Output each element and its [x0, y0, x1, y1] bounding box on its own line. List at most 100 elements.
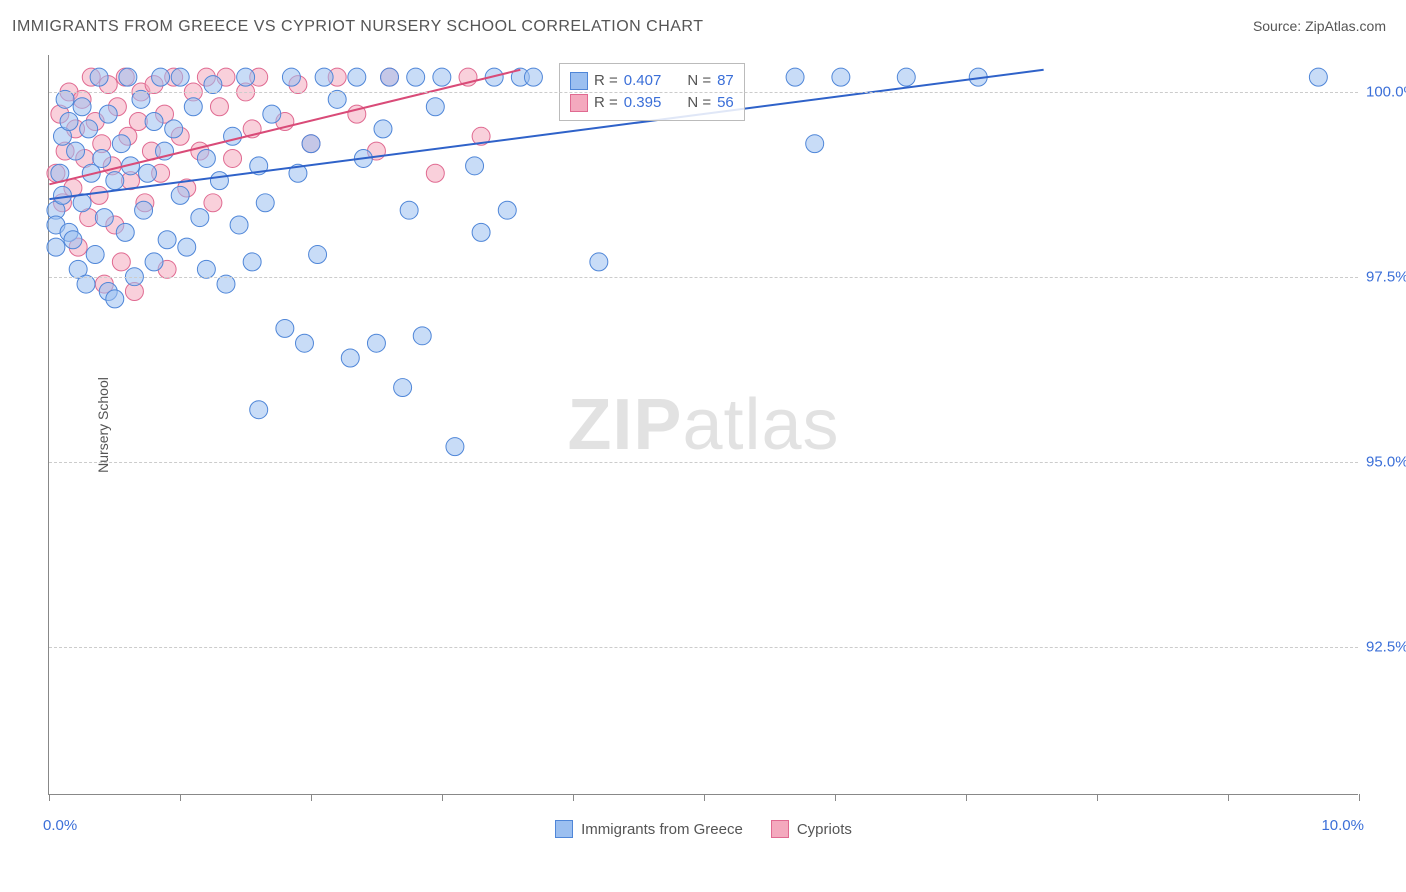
point-greece	[472, 223, 490, 241]
point-cypriot	[90, 186, 108, 204]
x-tick	[180, 794, 181, 801]
point-greece	[139, 164, 157, 182]
x-axis-min-label: 0.0%	[43, 817, 77, 834]
point-greece	[80, 120, 98, 138]
bottom-legend-item: Immigrants from Greece	[555, 820, 743, 838]
point-greece	[282, 68, 300, 86]
x-tick	[573, 794, 574, 801]
point-cypriot	[112, 253, 130, 271]
legend-swatch	[570, 94, 588, 112]
point-cypriot	[204, 194, 222, 212]
gridline	[49, 277, 1358, 278]
point-greece	[171, 186, 189, 204]
point-greece	[158, 231, 176, 249]
point-greece	[276, 319, 294, 337]
point-greece	[152, 68, 170, 86]
point-greece	[112, 135, 130, 153]
gridline	[49, 462, 1358, 463]
point-greece	[73, 98, 91, 116]
legend-r-value: 0.407	[624, 70, 662, 92]
point-greece	[165, 120, 183, 138]
legend-n-label: N =	[687, 70, 711, 92]
point-greece	[309, 246, 327, 264]
point-greece	[250, 401, 268, 419]
point-greece	[197, 149, 215, 167]
legend-swatch	[570, 72, 588, 90]
point-greece	[786, 68, 804, 86]
point-greece	[224, 127, 242, 145]
point-greece	[524, 68, 542, 86]
legend-r-value: 0.395	[624, 92, 662, 114]
bottom-legend-item: Cypriots	[771, 820, 852, 838]
point-greece	[243, 253, 261, 271]
point-greece	[832, 68, 850, 86]
point-greece	[381, 68, 399, 86]
legend-n-value: 87	[717, 70, 734, 92]
x-tick	[966, 794, 967, 801]
point-greece	[426, 98, 444, 116]
point-greece	[230, 216, 248, 234]
y-tick-label: 95.0%	[1366, 454, 1406, 471]
legend-series-label: Cypriots	[797, 821, 852, 838]
x-tick	[442, 794, 443, 801]
x-tick	[1359, 794, 1360, 801]
x-tick	[1097, 794, 1098, 801]
point-greece	[119, 68, 137, 86]
stats-legend-row: R = 0.407 N = 87	[570, 70, 734, 92]
point-greece	[60, 113, 78, 131]
point-greece	[302, 135, 320, 153]
point-greece	[394, 379, 412, 397]
point-greece	[64, 231, 82, 249]
point-greece	[348, 68, 366, 86]
point-greece	[315, 68, 333, 86]
point-greece	[806, 135, 824, 153]
point-greece	[106, 290, 124, 308]
x-tick	[704, 794, 705, 801]
point-greece	[210, 172, 228, 190]
legend-series-label: Immigrants from Greece	[581, 821, 743, 838]
x-tick	[1228, 794, 1229, 801]
point-greece	[99, 105, 117, 123]
point-greece	[1309, 68, 1327, 86]
legend-r-label: R =	[594, 70, 618, 92]
point-greece	[95, 209, 113, 227]
legend-swatch	[771, 820, 789, 838]
point-greece	[204, 76, 222, 94]
point-greece	[433, 68, 451, 86]
point-greece	[400, 201, 418, 219]
point-cypriot	[210, 98, 228, 116]
legend-r-label: R =	[594, 92, 618, 114]
point-greece	[56, 90, 74, 108]
point-greece	[67, 142, 85, 160]
gridline	[49, 92, 1358, 93]
point-greece	[90, 68, 108, 86]
point-greece	[446, 438, 464, 456]
x-axis-max-label: 10.0%	[1321, 817, 1364, 834]
stats-legend-row: R = 0.395 N = 56	[570, 92, 734, 114]
point-greece	[407, 68, 425, 86]
point-greece	[256, 194, 274, 212]
point-greece	[498, 201, 516, 219]
point-greece	[413, 327, 431, 345]
point-greece	[374, 120, 392, 138]
trendline-cypriot	[49, 70, 520, 185]
gridline	[49, 647, 1358, 648]
x-tick	[835, 794, 836, 801]
point-greece	[53, 186, 71, 204]
point-greece	[590, 253, 608, 271]
point-greece	[145, 253, 163, 271]
svg-layer	[49, 55, 1358, 794]
source-label: Source: ZipAtlas.com	[1253, 18, 1386, 34]
legend-n-label: N =	[687, 92, 711, 114]
plot-area: Nursery School ZIPatlas R =0.407N =87R =…	[48, 55, 1358, 795]
y-tick-label: 97.5%	[1366, 269, 1406, 286]
point-cypriot	[426, 164, 444, 182]
bottom-legend: Immigrants from Greece Cypriots	[49, 820, 1358, 838]
chart-title: IMMIGRANTS FROM GREECE VS CYPRIOT NURSER…	[12, 18, 703, 36]
point-greece	[93, 149, 111, 167]
legend-n-value: 56	[717, 92, 734, 114]
point-greece	[184, 98, 202, 116]
x-tick	[49, 794, 50, 801]
point-greece	[106, 172, 124, 190]
point-greece	[237, 68, 255, 86]
